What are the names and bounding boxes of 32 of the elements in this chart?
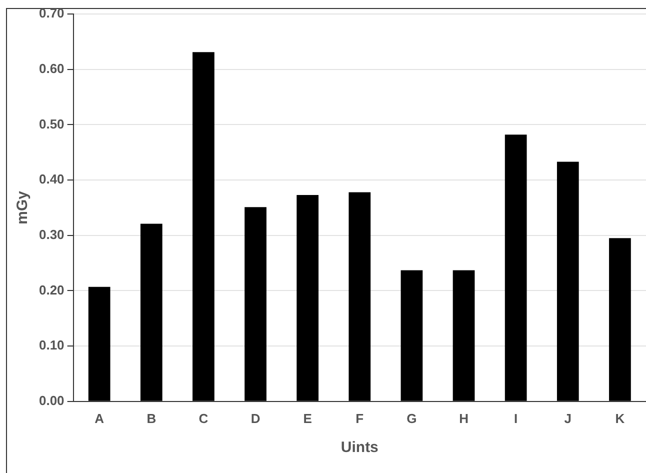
x-tick-label: F xyxy=(356,410,364,426)
bar xyxy=(348,192,371,401)
x-tick-label: B xyxy=(146,410,156,426)
bar xyxy=(452,270,475,401)
bar xyxy=(400,270,423,401)
x-tick-label: C xyxy=(198,410,209,426)
x-tick-label: D xyxy=(250,410,260,426)
y-tick-label: 0.30 xyxy=(38,226,64,242)
bar xyxy=(192,52,214,401)
y-tick-label: 0.10 xyxy=(38,338,64,353)
x-tick-label: G xyxy=(406,410,417,426)
bar xyxy=(88,286,110,401)
y-axis-title: mGy xyxy=(14,190,32,224)
x-tick-label: A xyxy=(94,410,105,426)
bar xyxy=(140,224,162,401)
x-axis-title: Uints xyxy=(340,439,378,456)
bar xyxy=(244,207,266,401)
y-tick-label: 0.70 xyxy=(38,6,64,21)
x-tick-label: J xyxy=(564,410,572,426)
bar xyxy=(556,162,579,401)
y-tick-label: 0.40 xyxy=(38,172,64,187)
x-tick-label: E xyxy=(303,410,312,426)
bar xyxy=(609,238,631,401)
x-tick-label: H xyxy=(459,410,468,426)
y-tick-label: 0.20 xyxy=(38,282,64,298)
bar xyxy=(296,194,319,401)
x-tick-label: K xyxy=(615,410,626,426)
bar xyxy=(504,134,527,401)
y-tick-label: 0.00 xyxy=(38,392,64,408)
x-tick-label: I xyxy=(514,410,518,426)
y-tick-label: 0.50 xyxy=(38,116,64,132)
y-tick-label: 0.60 xyxy=(38,60,64,76)
